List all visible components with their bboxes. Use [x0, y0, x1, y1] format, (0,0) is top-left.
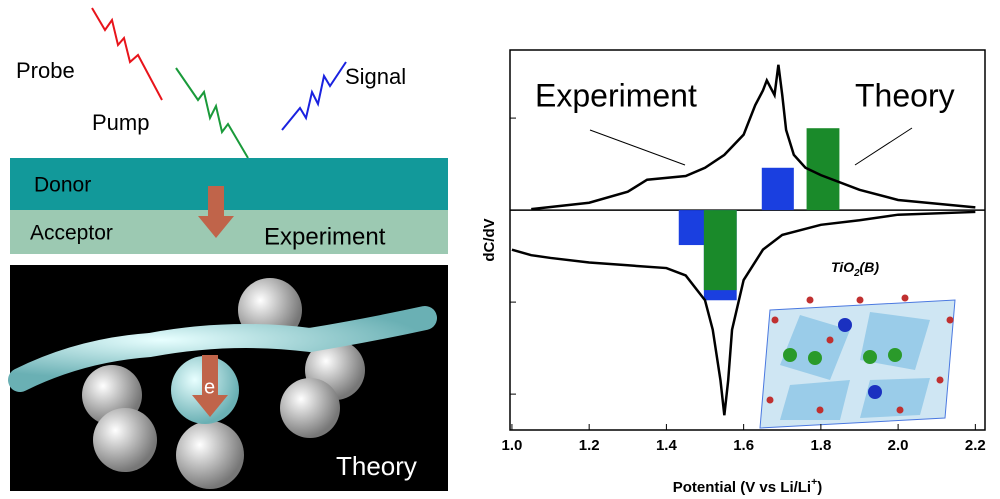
x-tick-label: 1.0 [502, 437, 523, 454]
pump-label: Pump [92, 110, 149, 135]
signal-pulse [282, 62, 346, 130]
signal-label: Signal [345, 64, 406, 89]
x-axis-label-part: ) [817, 479, 822, 496]
x-tick-label: 1.6 [733, 437, 754, 454]
annotation-arrow [590, 130, 685, 165]
donor-label: Donor [34, 174, 91, 197]
pump-pulse [176, 68, 248, 158]
inset-structure [755, 280, 983, 428]
inset-title-part: (B) [860, 259, 880, 275]
experiment-label: Experiment [264, 223, 386, 250]
theory-bar [807, 128, 840, 210]
probe-pulse [92, 8, 162, 100]
x-axis-label: Potential (V vs Li/Li+) [673, 476, 823, 496]
acceptor-label: Acceptor [30, 222, 113, 245]
inset-title: TiO2(B) [831, 259, 879, 279]
x-tick-label: 1.8 [810, 437, 831, 454]
annotation-arrow [855, 128, 912, 165]
theory-label: Theory [336, 451, 417, 481]
x-tick-label: 1.4 [656, 437, 678, 454]
x-tick-label: 2.0 [888, 437, 909, 454]
y-axis-label: dC/dV [481, 218, 498, 261]
probe-label: Probe [16, 58, 75, 83]
theory-bar [762, 168, 794, 210]
theory-bar [704, 210, 737, 290]
electron-label: e [204, 376, 215, 398]
x-tick-label: 1.2 [579, 437, 600, 454]
inset-title-part: TiO [831, 259, 854, 275]
figure: Probe Pump Signal Donor Acceptor Experim… [0, 0, 1000, 499]
x-axis-label-part: Potential (V vs Li/Li [673, 479, 811, 496]
annotation: Theory [855, 77, 955, 113]
x-tick-label: 2.2 [965, 437, 986, 454]
annotation: Experiment [535, 77, 697, 113]
